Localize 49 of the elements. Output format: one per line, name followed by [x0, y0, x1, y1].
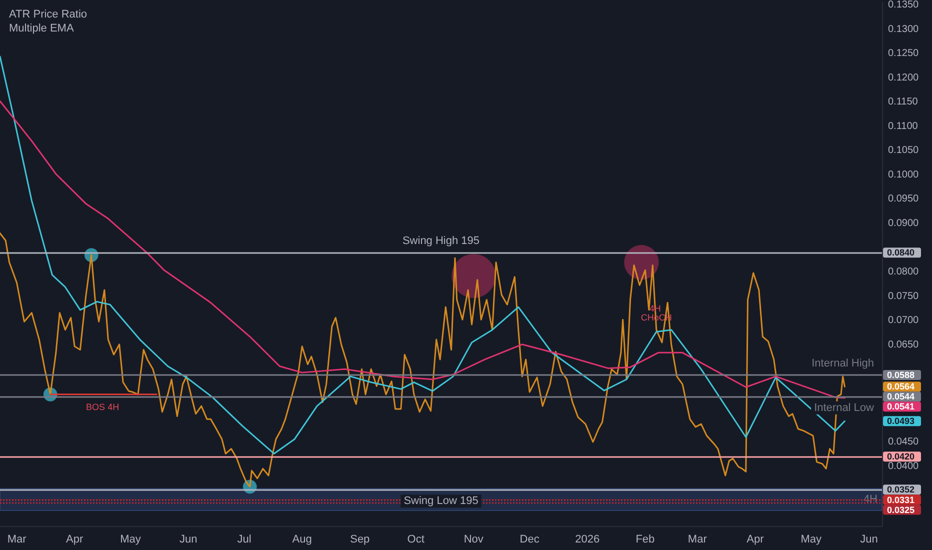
- y-tick-label: 0.0750: [888, 290, 920, 302]
- y-tick-label: 0.0950: [888, 194, 920, 205]
- y-tick-label: 0.1150: [888, 96, 918, 108]
- ref-line-label: Swing High 195: [402, 235, 480, 248]
- x-tick-label: Mar: [688, 534, 708, 546]
- ref-line-label: Swing Low 195: [404, 495, 478, 508]
- text: 0.0325: [887, 504, 915, 515]
- text: 0.0541: [887, 402, 915, 412]
- x-tick-label: Nov: [464, 534, 484, 546]
- x-tick-label: Dec: [520, 534, 540, 546]
- x-tick-label: Jun: [179, 534, 198, 546]
- y-tick-label: 0.1050: [888, 145, 920, 156]
- x-tick-label: Jul: [237, 534, 252, 546]
- text: 0.0493: [887, 416, 915, 426]
- x-tick-label: May: [800, 534, 822, 546]
- y-tick-label: 0.0800: [888, 266, 920, 278]
- text: Multiple EMA: [9, 22, 74, 34]
- y-tick-label: 0.1000: [888, 169, 920, 180]
- x-tick-label: Mar: [7, 534, 27, 546]
- x-tick-label: Sep: [350, 534, 370, 546]
- text: 0.0544: [887, 392, 915, 402]
- text: 0.0840: [887, 248, 915, 258]
- x-tick-label: Apr: [746, 534, 764, 546]
- x-tick-label: Aug: [292, 534, 312, 546]
- text: 0.0420: [887, 452, 915, 462]
- text: 0.0588: [887, 370, 915, 380]
- x-tick-label: Jun: [860, 534, 878, 546]
- y-tick-label: 0.1350: [888, 0, 920, 10]
- x-tick-label: Feb: [636, 534, 655, 546]
- y-tick-label: 0.0700: [888, 315, 920, 326]
- x-tick-label: May: [120, 534, 142, 546]
- y-tick-label: 0.0900: [888, 218, 920, 229]
- annotation: BOS 4H: [86, 402, 120, 412]
- y-tick-label: 0.1100: [888, 120, 918, 132]
- x-tick-label: 2026: [575, 534, 600, 546]
- y-tick-label: 0.1250: [888, 48, 920, 60]
- ref-line-label: Internal Low: [814, 402, 874, 414]
- y-tick-label: 0.1300: [888, 24, 920, 35]
- y-tick-label: 0.0650: [888, 339, 920, 350]
- text: 0.0331: [887, 494, 915, 505]
- x-tick-label: Apr: [66, 534, 84, 546]
- y-tick-label: 0.0400: [888, 460, 920, 472]
- ref-line-label: Internal High: [812, 357, 874, 370]
- y-tick-label: 0.1200: [888, 72, 920, 84]
- text: ATR Price Ratio: [9, 8, 88, 20]
- text: 0.0564: [887, 382, 915, 392]
- x-tick-label: Oct: [407, 534, 424, 546]
- y-tick-label: 0.0450: [888, 436, 920, 448]
- text: 0.0352: [887, 484, 915, 495]
